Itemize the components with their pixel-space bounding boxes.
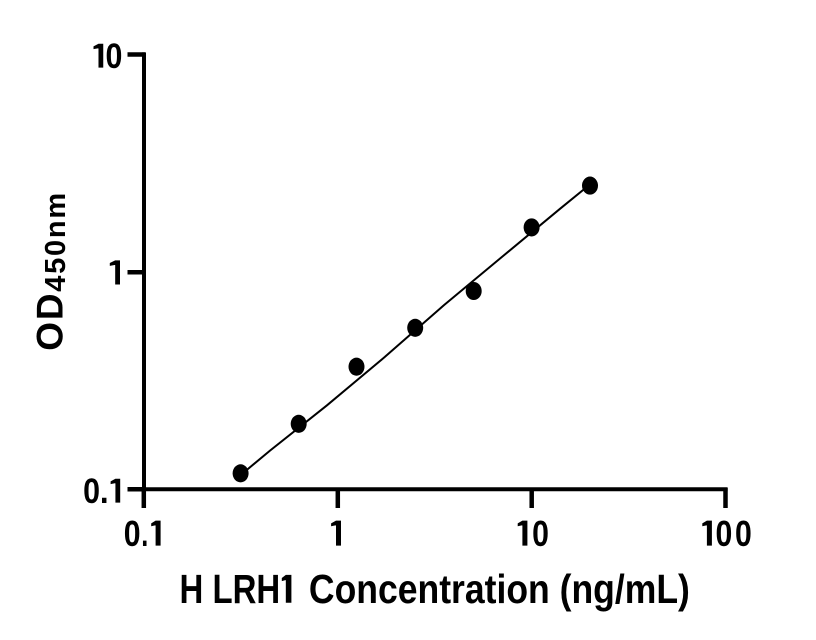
svg-text:0: 0 [105,36,122,76]
svg-text:0: 0 [124,515,141,555]
svg-text:0: 0 [83,471,100,511]
svg-text:0: 0 [715,515,732,555]
svg-text:Concentration (ng/mL): Concentration (ng/mL) [309,567,690,613]
svg-text:OD450nm: OD450nm [29,191,72,351]
svg-text:0: 0 [735,515,752,555]
svg-text:.: . [100,473,109,512]
svg-text:H LRH: H LRH [180,566,281,612]
svg-text:0: 0 [532,515,549,555]
svg-text:.: . [141,514,148,555]
